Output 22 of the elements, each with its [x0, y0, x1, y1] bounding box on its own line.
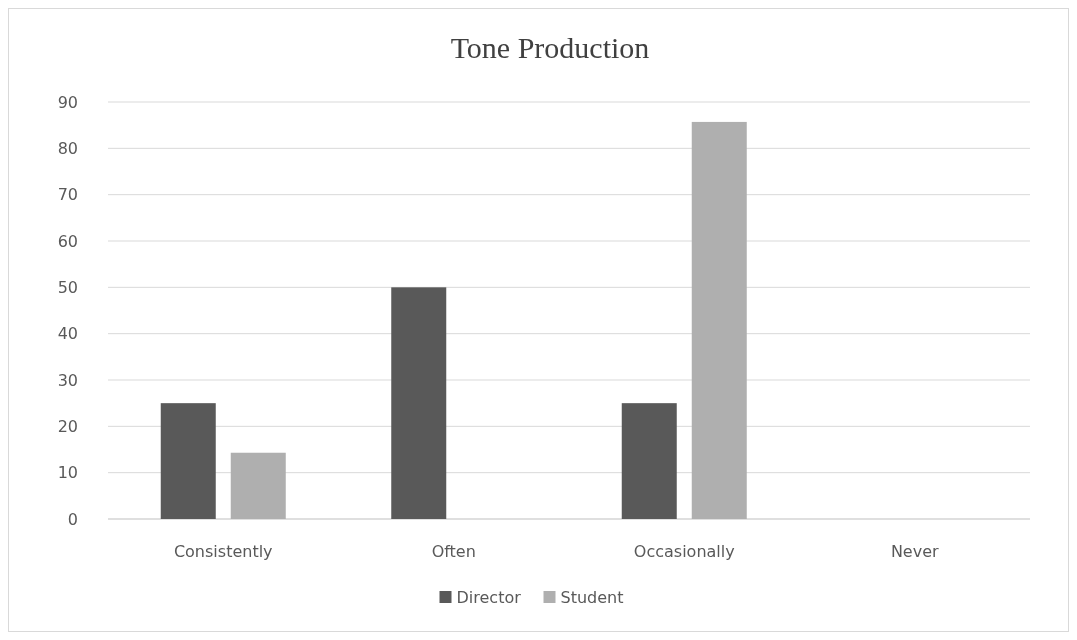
y-tick-label: 40	[57, 324, 78, 344]
y-tick-label: 50	[57, 277, 78, 297]
bar	[230, 452, 286, 519]
bar	[691, 121, 747, 519]
chart-title: Tone Production	[450, 31, 650, 64]
x-tick-label: Consistently	[173, 542, 273, 561]
x-tick-label: Occasionally	[633, 542, 735, 561]
y-tick-label: 30	[57, 370, 78, 390]
x-tick-label: Often	[431, 542, 476, 561]
legend-label: Student	[560, 588, 624, 607]
y-tick-label: 60	[57, 231, 78, 251]
y-tick-label: 10	[57, 463, 78, 483]
x-tick-label: Never	[890, 542, 940, 561]
y-tick-label: 20	[57, 416, 78, 436]
bar	[621, 403, 677, 519]
y-tick-label: 70	[57, 185, 78, 205]
y-tick-label: 80	[57, 138, 78, 158]
bar	[160, 403, 216, 519]
legend-label: Director	[456, 588, 522, 607]
y-tick-label: 90	[57, 92, 78, 112]
y-tick-label: 0	[67, 509, 78, 529]
bar	[391, 287, 447, 519]
